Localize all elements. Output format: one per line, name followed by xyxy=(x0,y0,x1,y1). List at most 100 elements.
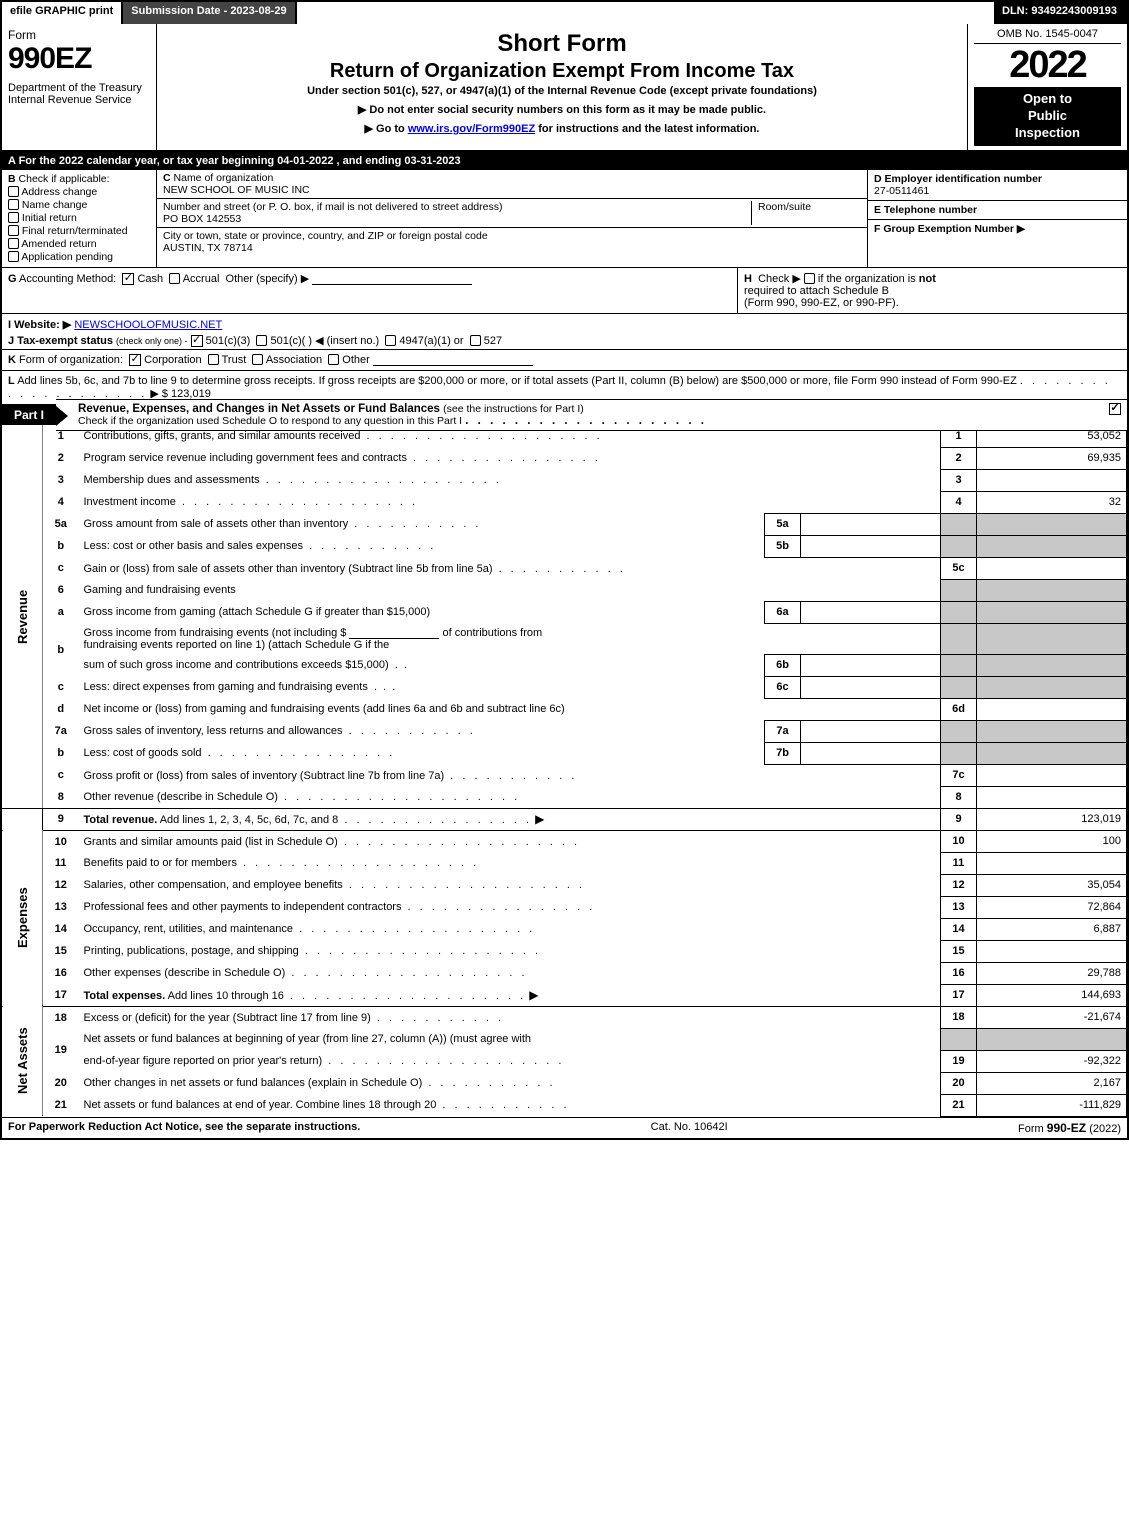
ck-527[interactable] xyxy=(470,335,481,346)
L-label: L xyxy=(8,375,15,387)
C-name-label: Name of organization xyxy=(174,172,274,184)
side-netassets: Net Assets xyxy=(2,1006,43,1116)
part1-table: Revenue 1 Contributions, gifts, grants, … xyxy=(2,425,1127,1117)
line-20: 20 Other changes in net assets or fund b… xyxy=(2,1072,1127,1094)
block-ghij: G Accounting Method: Cash Accrual Other … xyxy=(2,268,1127,350)
line-5c: c Gain or (loss) from sale of assets oth… xyxy=(2,557,1127,579)
B-label: B xyxy=(8,173,16,185)
header-left: Form 990EZ Department of the Treasury In… xyxy=(2,24,157,150)
E-phone: E Telephone number xyxy=(868,201,1127,220)
ck-final-return[interactable]: Final return/terminated xyxy=(8,225,150,237)
header-right: OMB No. 1545-0047 2022 Open to Public In… xyxy=(967,24,1127,150)
line-18: Net Assets 18 Excess or (deficit) for th… xyxy=(2,1006,1127,1028)
part1-header: Part I Revenue, Expenses, and Changes in… xyxy=(2,405,1127,425)
D-ein: D Employer identification number 27-0511… xyxy=(868,170,1127,201)
ck-name-change[interactable]: Name change xyxy=(8,199,150,211)
ck-501c3[interactable] xyxy=(191,335,203,347)
under-section: Under section 501(c), 527, or 4947(a)(1)… xyxy=(165,85,959,97)
ck-schedule-o[interactable] xyxy=(1109,403,1121,415)
header-block: Form 990EZ Department of the Treasury In… xyxy=(2,24,1127,152)
org-name: NEW SCHOOL OF MUSIC INC xyxy=(163,184,310,196)
ck-accrual[interactable] xyxy=(169,273,180,284)
title-return: Return of Organization Exempt From Incom… xyxy=(165,60,959,83)
line-19a: 19 Net assets or fund balances at beginn… xyxy=(2,1028,1127,1050)
line-14: 14 Occupancy, rent, utilities, and maint… xyxy=(2,918,1127,940)
side-revenue: Revenue xyxy=(2,425,43,808)
note-goto-post: for instructions and the latest informat… xyxy=(535,123,759,135)
footer-cat: Cat. No. 10642I xyxy=(651,1121,728,1135)
H-check: H Check ▶ if the organization is not req… xyxy=(737,268,1127,313)
F-group: F Group Exemption Number ▶ xyxy=(868,220,1127,238)
line-2: 2 Program service revenue including gove… xyxy=(2,447,1127,469)
ck-4947[interactable] xyxy=(385,335,396,346)
footer-left: For Paperwork Reduction Act Notice, see … xyxy=(8,1121,360,1135)
addr-label: Number and street (or P. O. box, if mail… xyxy=(163,201,502,213)
line-5b: b Less: cost or other basis and sales ex… xyxy=(2,535,1127,557)
line-19b: end-of-year figure reported on prior yea… xyxy=(2,1050,1127,1072)
line-6d: d Net income or (loss) from gaming and f… xyxy=(2,698,1127,720)
header-center: Short Form Return of Organization Exempt… xyxy=(157,24,967,150)
I-label: I Website: ▶ xyxy=(8,319,71,331)
ck-initial-return[interactable]: Initial return xyxy=(8,212,150,224)
city-label: City or town, state or province, country… xyxy=(163,230,488,242)
c-name-row: C Name of organization NEW SCHOOL OF MUS… xyxy=(157,170,867,199)
row-K: K Form of organization: Corporation Trus… xyxy=(2,350,1127,371)
note-goto: ▶ Go to www.irs.gov/Form990EZ for instru… xyxy=(165,122,959,135)
col-B: B Check if applicable: Address change Na… xyxy=(2,170,157,267)
ck-trust[interactable] xyxy=(208,354,219,365)
ck-corp[interactable] xyxy=(129,354,141,366)
org-address: PO BOX 142553 xyxy=(163,213,241,225)
form-number: 990EZ xyxy=(8,42,150,76)
line-9: 9 Total revenue. Add lines 1, 2, 3, 4, 5… xyxy=(2,808,1127,830)
I-J-block: I Website: ▶ NEWSCHOOLOFMUSIC.NET J Tax-… xyxy=(2,314,737,349)
ck-cash[interactable] xyxy=(122,273,134,285)
line-11: 11 Benefits paid to or for members 11 xyxy=(2,852,1127,874)
other-specify-line xyxy=(312,273,472,285)
irs-link[interactable]: www.irs.gov/Form990EZ xyxy=(408,123,535,135)
ck-501c[interactable] xyxy=(256,335,267,346)
line-7b: b Less: cost of goods sold 7b xyxy=(2,742,1127,764)
ck-address-change[interactable]: Address change xyxy=(8,186,150,198)
other-org-line xyxy=(373,354,533,366)
part1-title: Revenue, Expenses, and Changes in Net As… xyxy=(56,399,1127,431)
public-inspection: Open to Public Inspection xyxy=(974,87,1121,146)
irs-label: Internal Revenue Service xyxy=(8,94,150,106)
line-6b-1: b Gross income from fundraising events (… xyxy=(2,623,1127,654)
C-label: C xyxy=(163,172,171,184)
row-A: A For the 2022 calendar year, or tax yea… xyxy=(2,152,1127,170)
G-accounting: G Accounting Method: Cash Accrual Other … xyxy=(2,268,737,313)
ck-amended-return[interactable]: Amended return xyxy=(8,238,150,250)
D-label: D Employer identification number xyxy=(874,173,1042,185)
footer-bar: For Paperwork Reduction Act Notice, see … xyxy=(2,1117,1127,1138)
c-city-row: City or town, state or province, country… xyxy=(157,228,867,256)
footer-right: Form 990-EZ (2022) xyxy=(1018,1121,1121,1135)
line-21: 21 Net assets or fund balances at end of… xyxy=(2,1094,1127,1116)
line-6b-2: sum of such gross income and contributio… xyxy=(2,654,1127,676)
org-city: AUSTIN, TX 78714 xyxy=(163,242,253,254)
line-7a: 7a Gross sales of inventory, less return… xyxy=(2,720,1127,742)
website-link[interactable]: NEWSCHOOLOFMUSIC.NET xyxy=(74,319,222,331)
block-bcdef: B Check if applicable: Address change Na… xyxy=(2,170,1127,268)
top-bar: efile GRAPHIC print Submission Date - 20… xyxy=(2,2,1127,24)
G-label: G xyxy=(8,273,17,285)
c-addr-row: Number and street (or P. O. box, if mail… xyxy=(157,199,867,228)
ck-other-org[interactable] xyxy=(328,354,339,365)
row-GH: G Accounting Method: Cash Accrual Other … xyxy=(2,268,1127,314)
B-title: Check if applicable: xyxy=(19,173,110,185)
line-10: Expenses 10 Grants and similar amounts p… xyxy=(2,830,1127,852)
pub-line2: Public xyxy=(976,108,1119,125)
ck-assoc[interactable] xyxy=(252,354,263,365)
note-ssn: ▶ Do not enter social security numbers o… xyxy=(165,103,959,116)
ck-application-pending[interactable]: Application pending xyxy=(8,251,150,263)
room-suite: Room/suite xyxy=(751,201,861,225)
top-bar-spacer xyxy=(297,2,994,24)
ck-H[interactable] xyxy=(804,273,815,284)
side-expenses: Expenses xyxy=(2,830,43,1006)
dln: DLN: 93492243009193 xyxy=(994,2,1127,24)
line-4: 4 Investment income 4 32 xyxy=(2,491,1127,513)
H-spacer xyxy=(737,314,1127,349)
pub-line3: Inspection xyxy=(976,125,1119,142)
line-16: 16 Other expenses (describe in Schedule … xyxy=(2,962,1127,984)
line-6a: a Gross income from gaming (attach Sched… xyxy=(2,601,1127,623)
line-13: 13 Professional fees and other payments … xyxy=(2,896,1127,918)
